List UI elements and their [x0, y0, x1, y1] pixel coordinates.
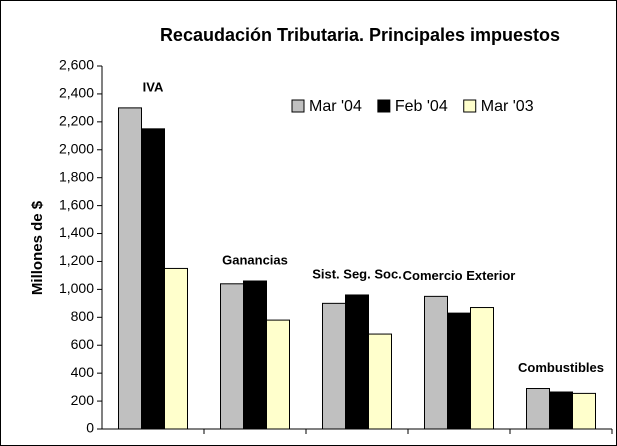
- legend-label: Mar '03: [481, 98, 534, 115]
- category-label: Sist. Seg. Soc.: [312, 266, 402, 281]
- y-tick-label: 2,200: [59, 113, 94, 129]
- bar: [322, 302, 346, 430]
- y-tick-label: 1,800: [59, 168, 94, 184]
- bar: [266, 319, 290, 430]
- y-tick-label: 1,600: [59, 196, 94, 212]
- y-tick-label: 800: [71, 308, 95, 324]
- y-tick-label: 600: [71, 336, 95, 352]
- category-label: Combustibles: [518, 360, 604, 375]
- y-tick-label: 200: [71, 392, 95, 408]
- bar: [470, 307, 494, 430]
- bar: [526, 388, 550, 430]
- y-tick-label: 2,400: [59, 85, 94, 101]
- legend-swatch: [291, 99, 305, 113]
- y-tick-label: 2,600: [59, 57, 94, 73]
- category-label: Ganancias: [222, 252, 288, 267]
- bar: [424, 295, 448, 430]
- legend-label: Feb '04: [395, 98, 448, 115]
- y-tick-label: 400: [71, 364, 95, 380]
- y-tick-label: 1,000: [59, 280, 94, 296]
- bar: [141, 128, 165, 430]
- chart-title: Recaudación Tributaria. Principales impu…: [160, 25, 560, 45]
- bar: [572, 392, 596, 430]
- bar: [345, 294, 369, 430]
- category-label: Comercio Exterior: [403, 268, 516, 283]
- legend-swatch: [463, 99, 477, 113]
- category-label: IVA: [143, 79, 164, 94]
- bar: [220, 283, 244, 430]
- y-tick-label: 1,200: [59, 252, 94, 268]
- legend-swatch: [377, 99, 391, 113]
- bar: [368, 333, 392, 430]
- y-tick-label: 1,400: [59, 224, 94, 240]
- bar: [164, 267, 188, 430]
- legend-label: Mar '04: [309, 98, 362, 115]
- bar: [549, 391, 573, 430]
- y-axis-label: Millones de $: [29, 200, 46, 295]
- bar: [243, 280, 267, 430]
- bar: [447, 312, 471, 430]
- y-tick-label: 0: [86, 420, 94, 436]
- bar: [118, 107, 142, 430]
- y-tick-label: 2,000: [59, 140, 94, 156]
